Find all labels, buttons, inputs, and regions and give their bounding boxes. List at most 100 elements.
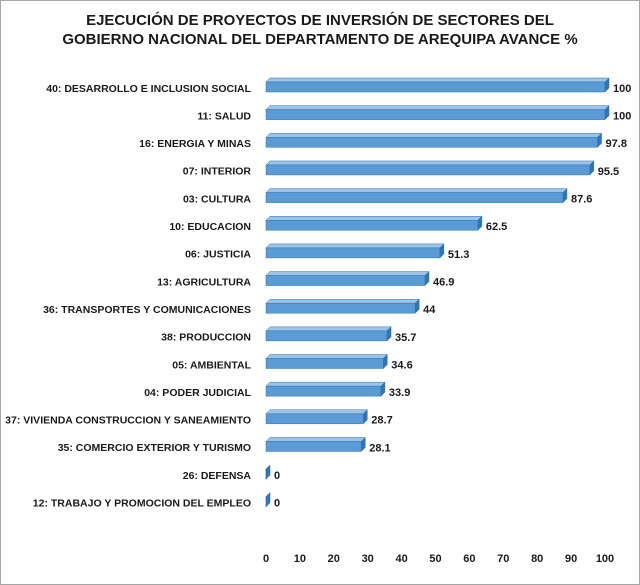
bar — [265, 302, 416, 314]
data-label: 0 — [274, 470, 280, 482]
data-label: 97.8 — [606, 138, 627, 150]
category-label: 07: INTERIOR — [183, 166, 252, 178]
data-label: 62.5 — [486, 221, 507, 233]
bar-top-face — [265, 133, 603, 138]
bar-group: 87.6 — [265, 187, 592, 206]
bar-side-face — [439, 243, 445, 259]
bar-side-face — [265, 492, 271, 508]
data-label: 0 — [274, 498, 280, 510]
chart-title-line-2: GOBIERNO NACIONAL DEL DEPARTAMENTO DE AR… — [62, 31, 577, 48]
category-label: 13: AGRICULTURA — [157, 276, 251, 288]
bar-group: 100 — [265, 105, 631, 123]
bar — [265, 81, 606, 93]
x-tick-label: 0 — [263, 553, 269, 565]
bar-top-face — [265, 437, 366, 442]
category-label: 40: DESARROLLO E INCLUSION SOCIAL — [46, 83, 251, 95]
category-label: 05: AMBIENTAL — [172, 359, 251, 371]
data-label: 33.9 — [389, 387, 410, 399]
data-label: 100 — [613, 83, 631, 95]
category-label: 10: EDUCACION — [169, 221, 251, 233]
x-tick-label: 10 — [294, 553, 306, 565]
category-label: 03: CULTURA — [183, 193, 251, 205]
category-label: 37: VIVIENDA CONSTRUCCION Y SANEAMIENTO — [5, 415, 251, 427]
category-label: 36: TRANSPORTES Y COMUNICACIONES — [43, 304, 251, 316]
bar-group: 62.5 — [265, 215, 507, 233]
bar — [265, 247, 441, 259]
bar-top-face — [265, 188, 568, 193]
x-tick-label: 40 — [395, 553, 407, 565]
x-tick-label: 60 — [463, 553, 475, 565]
data-label: 95.5 — [598, 166, 619, 178]
bar-side-face — [477, 215, 483, 231]
category-label: 26: DEFENSA — [183, 470, 252, 482]
bar-top-face — [265, 298, 420, 304]
bar-group: 44 — [265, 298, 436, 316]
bar-group: 95.5 — [265, 160, 619, 178]
bar-group: 46.9 — [265, 270, 454, 288]
bar-side-face — [414, 298, 420, 314]
x-tick-label: 100 — [596, 553, 614, 565]
category-label: 11: SALUD — [197, 110, 251, 122]
bar-top-face — [265, 409, 368, 415]
category-label: 35: COMERCIO EXTERIOR Y TURISMO — [58, 442, 251, 454]
bar-side-face — [380, 381, 386, 397]
bar-group: 33.9 — [265, 381, 410, 399]
category-label: 04: PODER JUDICIAL — [144, 387, 251, 399]
bar-top-face — [265, 381, 386, 387]
chart-title: EJECUCIÓN DE PROYECTOS DE INVERSIÓN DE S… — [62, 11, 577, 48]
bar — [265, 109, 606, 120]
bar-group: 35.7 — [265, 326, 416, 344]
bar — [265, 413, 364, 425]
bar-top-face — [265, 271, 430, 276]
data-label: 28.7 — [371, 415, 392, 427]
category-label: 06: JUSTICIA — [185, 249, 251, 261]
data-label: 28.1 — [369, 442, 390, 454]
bar-group: 97.8 — [265, 132, 627, 150]
bar — [265, 164, 590, 176]
bar-side-face — [424, 270, 430, 287]
x-tick-label: 30 — [362, 553, 374, 565]
x-tick-label: 90 — [565, 553, 577, 565]
category-label: 16: ENERGIA Y MINAS — [139, 138, 251, 150]
bar — [265, 330, 388, 342]
bar — [265, 192, 564, 203]
bar-top-face — [265, 354, 388, 359]
data-label: 34.6 — [391, 359, 412, 371]
bar-group: 34.6 — [265, 353, 413, 371]
x-tick-label: 80 — [531, 553, 543, 565]
bar-side-face — [383, 353, 388, 370]
data-label: 46.9 — [433, 276, 454, 288]
bar-side-face — [363, 409, 368, 425]
data-label: 100 — [613, 111, 631, 123]
bar-side-face — [589, 160, 594, 176]
bar-side-face — [265, 464, 271, 480]
x-tick-label: 20 — [328, 553, 340, 565]
x-axis: 0 10 20 30 40 50 60 70 80 90 100 — [263, 553, 614, 565]
data-label: 87.6 — [571, 194, 592, 206]
bar — [265, 358, 384, 369]
category-label: 12: TRABAJO Y PROMOCION DEL EMPLEO — [33, 498, 251, 510]
bar-side-face — [604, 105, 610, 121]
category-label: 38: PRODUCCION — [161, 332, 251, 344]
bar-group: 28.1 — [265, 436, 391, 454]
bars-layer: 100 100 97.8 95.5 87.6 62.5 51.3 46.9 44 35.7 34.6… — [265, 77, 631, 510]
bar — [265, 275, 426, 286]
bar-group: 28.7 — [265, 409, 393, 427]
bar — [265, 220, 479, 231]
bar-top-face — [265, 105, 610, 110]
bar-side-face — [361, 436, 366, 453]
data-label: 44 — [423, 304, 436, 316]
data-label: 35.7 — [395, 332, 416, 344]
chart-title-line-1: EJECUCIÓN DE PROYECTOS DE INVERSIÓN DE S… — [86, 11, 554, 29]
bar-top-face — [265, 326, 392, 332]
bar-group: 0 — [265, 464, 280, 482]
bar-side-face — [597, 132, 602, 148]
bar-group: 100 — [265, 77, 631, 95]
bar — [265, 441, 362, 452]
bar-group: 51.3 — [265, 243, 469, 261]
bar-group: 0 — [265, 492, 280, 510]
bar-top-face — [265, 216, 483, 221]
bar-top-face — [265, 243, 445, 249]
